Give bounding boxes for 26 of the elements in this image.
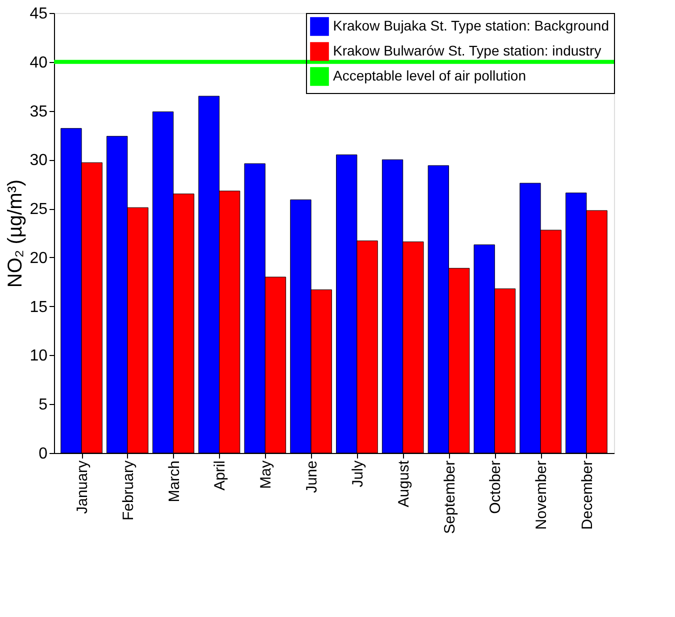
x-tick-label: December xyxy=(578,460,596,530)
x-tick-label: February xyxy=(120,460,137,521)
x-tick-label: October xyxy=(487,460,504,514)
x-tick-label: November xyxy=(533,460,550,530)
x-tick-label: May xyxy=(258,460,275,489)
y-tick-label: 20 xyxy=(30,250,48,267)
x-tick-label: August xyxy=(395,460,412,508)
y-tick-label: 35 xyxy=(30,103,48,120)
y-tick-label: 45 xyxy=(30,6,48,22)
x-tick-label: June xyxy=(304,460,321,494)
y-tick-label: 0 xyxy=(38,446,48,462)
y-tick-label: 5 xyxy=(38,396,48,414)
x-tick-label: April xyxy=(212,460,229,491)
legend-label: Acceptable level of air pollution xyxy=(333,68,526,84)
y-tick-label: 15 xyxy=(30,298,48,316)
x-tick-label: January xyxy=(74,460,92,514)
y-tick-label: 25 xyxy=(30,201,48,218)
y-tick-label: 40 xyxy=(30,54,48,72)
x-tick-label: March xyxy=(166,460,183,502)
x-tick-label: September xyxy=(441,460,458,534)
legend-label: Krakow Bulwarów St. Type station: industry xyxy=(333,42,602,58)
y-tick-label: 30 xyxy=(30,152,48,170)
x-tick-label: July xyxy=(349,460,366,488)
legend-label: Krakow Bujaka St. Type station: Background xyxy=(333,18,610,34)
y-axis-title: NO₂ (µg/m³) xyxy=(4,179,27,288)
y-tick-label: 10 xyxy=(30,348,48,365)
